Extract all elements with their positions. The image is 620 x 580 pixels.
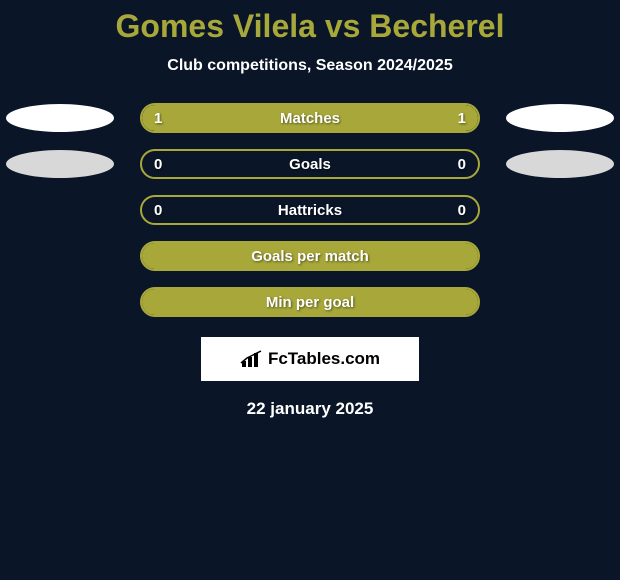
stat-bar: 0 Goals 0 [140, 149, 480, 179]
stat-row: 1 Matches 1 [0, 103, 620, 133]
stat-bar: Goals per match [140, 241, 480, 271]
stat-value-left: 1 [154, 110, 162, 127]
stats-wrapper: 1 Matches 1 0 Goals 0 0 Hattricks 0 Goals per mat… [0, 103, 620, 317]
stat-row: Goals per match [0, 241, 620, 271]
stat-label: Hattricks [278, 202, 342, 219]
bar-chart-icon [240, 349, 264, 369]
main-container: Gomes Vilela vs Becherel Club competitio… [0, 0, 620, 419]
date-text: 22 january 2025 [247, 399, 374, 419]
page-title: Gomes Vilela vs Becherel [116, 8, 505, 45]
stat-value-right: 0 [458, 202, 466, 219]
stat-bar: 1 Matches 1 [140, 103, 480, 133]
stat-label: Goals [289, 156, 331, 173]
stat-value-left: 0 [154, 156, 162, 173]
stat-value-right: 0 [458, 156, 466, 173]
logo-content: FcTables.com [240, 349, 380, 369]
stat-bar: 0 Hattricks 0 [140, 195, 480, 225]
stat-value-right: 1 [458, 110, 466, 127]
stat-row: 0 Goals 0 [0, 149, 620, 179]
player-ellipse-left [6, 104, 114, 132]
stat-bar: Min per goal [140, 287, 480, 317]
logo-box[interactable]: FcTables.com [201, 337, 419, 381]
subtitle: Club competitions, Season 2024/2025 [167, 57, 452, 75]
stat-row: Min per goal [0, 287, 620, 317]
stat-value-left: 0 [154, 202, 162, 219]
player-ellipse-left [6, 150, 114, 178]
stat-label: Goals per match [251, 248, 369, 265]
stat-label: Matches [280, 110, 340, 127]
logo-text: FcTables.com [268, 349, 380, 369]
stat-label: Min per goal [266, 294, 354, 311]
player-ellipse-right [506, 104, 614, 132]
player-ellipse-right [506, 150, 614, 178]
stat-row: 0 Hattricks 0 [0, 195, 620, 225]
